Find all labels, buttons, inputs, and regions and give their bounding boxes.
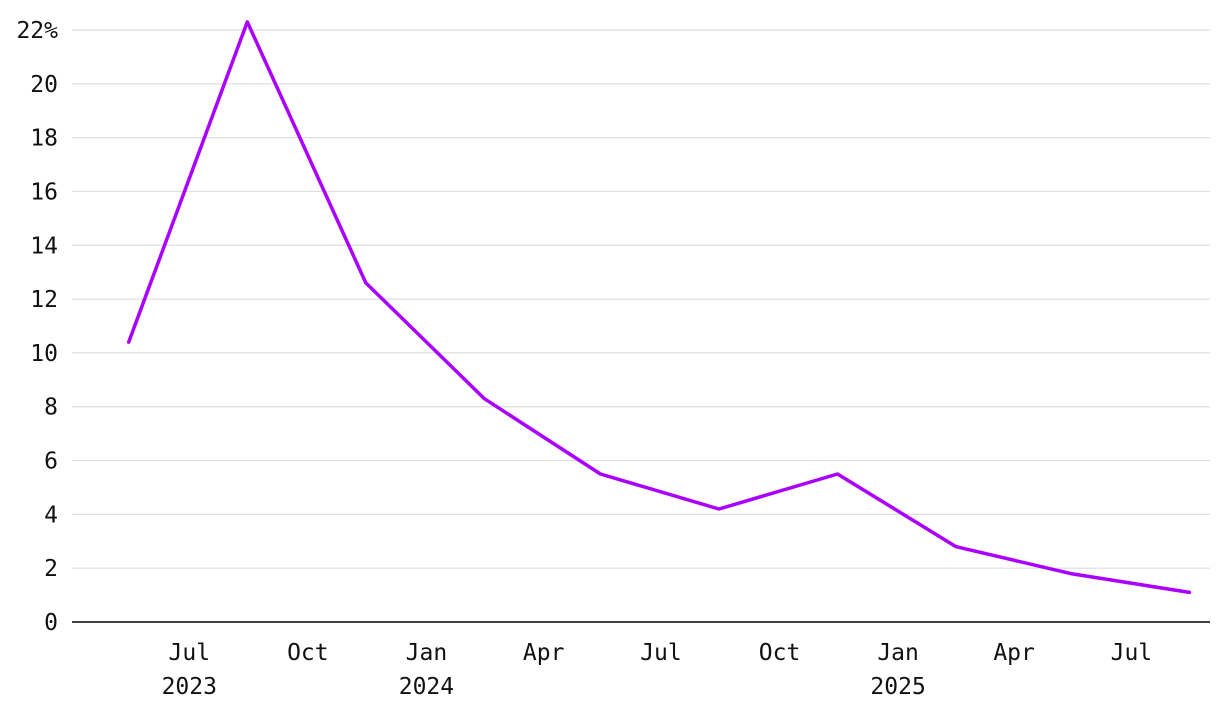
x-tick-label: Jan <box>877 640 919 666</box>
x-tick-label: Jul <box>169 640 211 666</box>
series-line <box>126 20 1192 595</box>
x-tick-label: Jan <box>406 640 448 666</box>
x-tick-label: Oct <box>759 640 801 666</box>
x-tick-label: Jul <box>640 640 682 666</box>
y-tick-label: 20 <box>30 72 58 98</box>
y-tick-label: 18 <box>30 126 58 152</box>
y-tick-label: 6 <box>44 449 58 475</box>
y-tick-label: 4 <box>44 502 58 528</box>
y-axis-tick-labels: 0 2 4 6 8 10 12 14 16 18 20 22% <box>16 18 58 636</box>
x-tick-year-label: 2024 <box>399 674 454 700</box>
series-lines <box>126 20 1192 595</box>
gridlines <box>72 29 1210 623</box>
y-tick-label: 8 <box>44 395 58 421</box>
y-tick-label: 10 <box>30 341 58 367</box>
x-tick-label: Oct <box>287 640 329 666</box>
x-tick-label: Apr <box>523 640 565 666</box>
y-tick-label: 14 <box>30 233 58 259</box>
x-tick-label: Jul <box>1111 640 1153 666</box>
x-axis-tick-labels: Jul 2023 Oct Jan 2024 Apr Jul Oct Jan 2025 Apr Jul <box>162 640 1153 700</box>
y-tick-label: 22% <box>16 18 58 44</box>
x-tick-label: Apr <box>993 640 1035 666</box>
y-tick-label: 0 <box>44 610 58 636</box>
y-tick-label: 16 <box>30 179 58 205</box>
y-tick-label: 12 <box>30 287 58 313</box>
y-tick-label: 2 <box>44 556 58 582</box>
x-tick-year-label: 2023 <box>162 674 217 700</box>
x-tick-year-label: 2025 <box>870 674 925 700</box>
